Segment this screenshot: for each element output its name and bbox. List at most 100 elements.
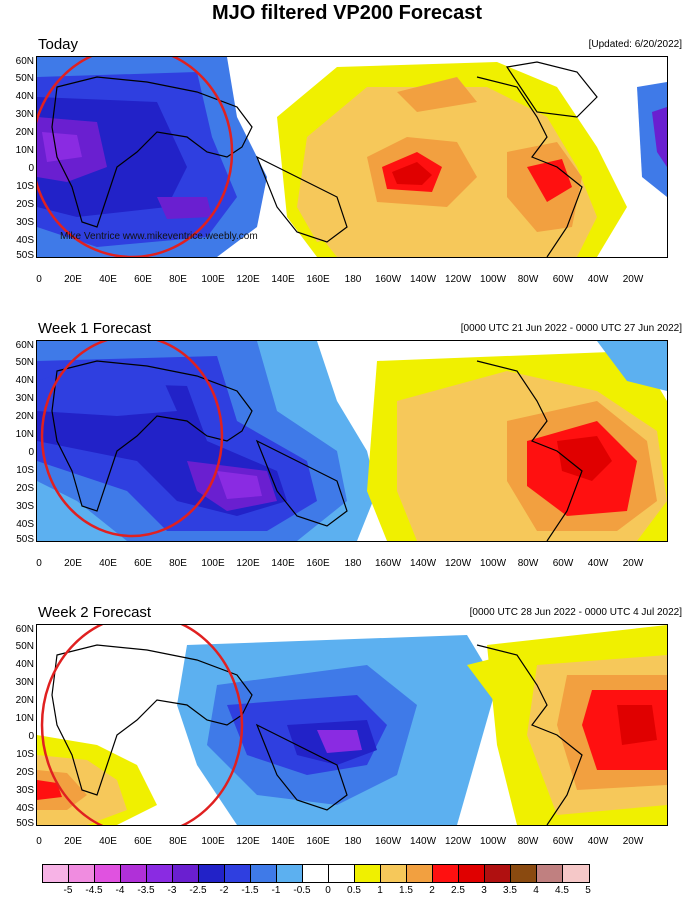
colorbar-tick-label: -3.5	[137, 885, 155, 896]
lon-label: 40W	[587, 274, 609, 285]
colorbar-tick-label: 3	[481, 885, 487, 896]
lon-label: 20E	[64, 274, 82, 285]
panel-date: [0000 UTC 28 Jun 2022 - 0000 UTC 4 Jul 2…	[469, 607, 682, 618]
lat-label: 30N	[15, 677, 34, 688]
lat-label: 0	[28, 163, 34, 174]
colorbar-tick-label: 2.5	[451, 885, 465, 896]
lon-label: 120E	[236, 274, 260, 285]
lat-label: 40S	[16, 235, 34, 246]
lat-label: 30N	[15, 109, 34, 120]
lon-label: 180	[344, 274, 362, 285]
lon-label: 180	[344, 558, 362, 569]
lat-label: 0	[28, 447, 34, 458]
colorbar-tick-label: 2	[429, 885, 435, 896]
colorbar-swatch	[485, 865, 511, 882]
lon-label: 120W	[444, 274, 472, 285]
lat-label: 40S	[16, 519, 34, 530]
colorbar-tick-label: 1.5	[399, 885, 413, 896]
lon-label: 0	[36, 836, 42, 847]
lat-label: 10S	[16, 749, 34, 760]
colorbar-tick-label: -2	[219, 885, 229, 896]
credit-text: Mike Ventrice www.mikeventrice.weebly.co…	[60, 231, 258, 242]
lon-label: 40E	[99, 558, 117, 569]
lat-label: 40N	[15, 375, 34, 386]
lon-label: 140E	[271, 558, 295, 569]
panel-date: [0000 UTC 21 Jun 2022 - 0000 UTC 27 Jun …	[460, 323, 682, 334]
lon-label: 60W	[552, 274, 574, 285]
lon-label: 20E	[64, 558, 82, 569]
lat-label: 10N	[15, 145, 34, 156]
lon-label: 100W	[479, 274, 507, 285]
lon-label: 60E	[134, 836, 152, 847]
colorbar-tick-label: 1	[377, 885, 383, 896]
colorbar-swatch	[511, 865, 537, 882]
colorbar-tick-label: -4.5	[85, 885, 103, 896]
colorbar-swatch	[537, 865, 563, 882]
lon-label: 80W	[517, 274, 539, 285]
lat-label: 60N	[15, 56, 34, 67]
colorbar-tick-label: -4	[115, 885, 125, 896]
map-week1	[36, 340, 668, 542]
lon-label: 100E	[201, 836, 225, 847]
colorbar-tick-label: 5	[585, 885, 591, 896]
colorbar	[42, 864, 590, 883]
colorbar-swatch	[355, 865, 381, 882]
colorbar-tick-label: 3.5	[503, 885, 517, 896]
lon-label: 160W	[374, 836, 402, 847]
lon-label: 40W	[587, 836, 609, 847]
panel-date: [Updated: 6/20/2022]	[588, 39, 682, 50]
lon-label: 120W	[444, 558, 472, 569]
lon-label: 60W	[552, 836, 574, 847]
lon-label: 140W	[409, 274, 437, 285]
colorbar-swatch	[147, 865, 173, 882]
colorbar-swatch	[459, 865, 485, 882]
lat-label: 20N	[15, 127, 34, 138]
colorbar-tick-label: -1.5	[241, 885, 259, 896]
panel-title: Week 1 Forecast	[38, 320, 152, 337]
colorbar-tick-label: -2.5	[189, 885, 207, 896]
lon-label: 100W	[479, 836, 507, 847]
colorbar-swatch	[69, 865, 95, 882]
colorbar-tick-label: 4	[533, 885, 539, 896]
lat-label: 20N	[15, 695, 34, 706]
lon-label: 40E	[99, 274, 117, 285]
lon-label: 100E	[201, 274, 225, 285]
lon-label: 80E	[169, 274, 187, 285]
colorbar-tick-label: -0.5	[293, 885, 311, 896]
lon-label: 80E	[169, 836, 187, 847]
map-week2	[36, 624, 668, 826]
lon-label: 80W	[517, 558, 539, 569]
main-title: MJO filtered VP200 Forecast	[211, 2, 483, 24]
colorbar-swatch	[251, 865, 277, 882]
colorbar-swatch	[381, 865, 407, 882]
lon-label: 140E	[271, 836, 295, 847]
lat-label: 30N	[15, 393, 34, 404]
lon-label: 160W	[374, 558, 402, 569]
lat-label: 40N	[15, 659, 34, 670]
colorbar-swatch	[121, 865, 147, 882]
panel-title: Today	[38, 36, 79, 53]
lon-label: 120E	[236, 558, 260, 569]
colorbar-swatch	[563, 865, 589, 882]
colorbar-swatch	[277, 865, 303, 882]
colorbar-swatch	[433, 865, 459, 882]
lon-label: 60W	[552, 558, 574, 569]
lat-label: 10S	[16, 465, 34, 476]
lon-label: 40E	[99, 836, 117, 847]
lon-label: 80E	[169, 558, 187, 569]
lon-label: 80W	[517, 836, 539, 847]
lon-label: 160E	[306, 274, 330, 285]
lat-label: 0	[28, 731, 34, 742]
lon-label: 140W	[409, 836, 437, 847]
colorbar-swatch	[95, 865, 121, 882]
panel-week2: Week 2 Forecast [0000 UTC 28 Jun 2022 - …	[0, 604, 694, 889]
lon-label: 160W	[374, 274, 402, 285]
lon-label: 20E	[64, 836, 82, 847]
lat-label: 20S	[16, 199, 34, 210]
lat-label: 50S	[16, 250, 34, 261]
lat-label: 20S	[16, 483, 34, 494]
lon-label: 120W	[444, 836, 472, 847]
lat-label: 10S	[16, 181, 34, 192]
colorbar-swatch	[329, 865, 355, 882]
lat-label: 40N	[15, 91, 34, 102]
